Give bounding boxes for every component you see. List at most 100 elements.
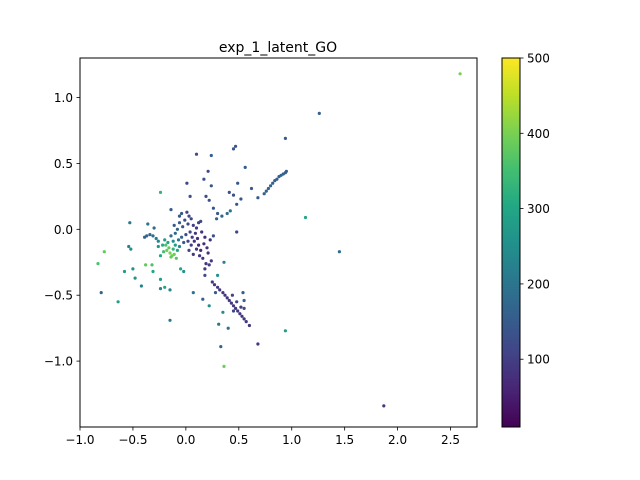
data-point xyxy=(148,233,152,237)
data-point xyxy=(231,304,236,308)
data-point xyxy=(225,296,229,300)
data-point xyxy=(152,226,156,230)
data-point xyxy=(187,248,191,252)
data-point xyxy=(239,197,243,201)
data-point xyxy=(191,223,195,227)
data-point xyxy=(206,169,210,173)
x-tick-label: −0.5 xyxy=(118,433,147,447)
data-point xyxy=(128,221,132,225)
data-point xyxy=(189,217,193,221)
x-axis: −1.0 −0.5 0.0 0.5 1.0 1.5 2.0 2.5 xyxy=(65,427,460,447)
data-point xyxy=(175,248,179,252)
data-point xyxy=(129,247,133,251)
data-point xyxy=(222,260,226,264)
chart-title: exp_1_latent_GO xyxy=(219,40,337,56)
data-point xyxy=(169,234,173,238)
data-point xyxy=(187,214,191,218)
data-point xyxy=(177,214,182,218)
data-point xyxy=(256,196,260,200)
data-point xyxy=(241,291,245,295)
data-point xyxy=(226,326,230,330)
data-point xyxy=(221,310,225,314)
data-point xyxy=(228,209,232,213)
data-point xyxy=(172,223,176,227)
data-point xyxy=(236,181,240,185)
data-point xyxy=(283,136,287,140)
data-point xyxy=(235,202,239,206)
data-point xyxy=(231,193,236,197)
data-point xyxy=(242,306,246,310)
data-point xyxy=(151,234,155,238)
data-point xyxy=(161,243,165,247)
data-point xyxy=(186,239,190,243)
data-point xyxy=(242,317,246,321)
data-point xyxy=(205,246,209,250)
data-point xyxy=(216,285,220,289)
scatter-points xyxy=(96,72,462,408)
data-point xyxy=(264,189,268,193)
data-point xyxy=(175,227,179,231)
data-point xyxy=(190,235,194,239)
data-point xyxy=(234,306,238,310)
x-tick-label: 1.5 xyxy=(335,433,354,447)
data-point xyxy=(193,231,197,235)
data-point xyxy=(166,240,170,245)
data-point xyxy=(244,320,248,324)
data-point xyxy=(235,300,239,304)
data-point xyxy=(458,72,462,76)
data-point xyxy=(185,210,189,214)
data-point xyxy=(202,177,206,181)
data-point xyxy=(213,291,218,295)
data-point xyxy=(131,267,135,271)
data-point xyxy=(172,252,176,256)
data-point xyxy=(203,267,207,271)
data-point xyxy=(382,404,386,408)
data-point xyxy=(173,231,177,235)
data-point xyxy=(204,194,208,198)
data-point xyxy=(239,305,243,309)
data-point xyxy=(222,364,226,368)
data-point xyxy=(203,273,207,277)
data-point xyxy=(146,222,150,226)
data-point xyxy=(215,217,219,221)
data-point xyxy=(195,236,200,241)
plot-area-frame xyxy=(79,57,478,428)
data-point xyxy=(133,276,137,280)
data-point xyxy=(223,293,227,297)
colorbar-tick-label: 400 xyxy=(527,127,550,141)
data-point xyxy=(171,247,175,251)
colorbar-tick-label: 200 xyxy=(527,277,550,291)
data-point xyxy=(208,238,212,242)
data-point xyxy=(203,235,207,239)
data-point xyxy=(202,242,206,246)
data-point xyxy=(200,230,204,234)
x-tick-label: 1.0 xyxy=(282,433,301,447)
y-tick-label: 0.5 xyxy=(54,157,73,171)
data-point xyxy=(154,236,158,241)
data-point xyxy=(269,184,273,188)
data-point xyxy=(158,190,163,194)
data-point xyxy=(179,267,183,271)
data-point xyxy=(165,248,169,252)
data-point xyxy=(207,263,211,267)
data-point xyxy=(182,269,186,274)
data-point xyxy=(211,234,215,238)
data-point xyxy=(188,194,192,198)
data-point xyxy=(197,243,201,247)
data-point xyxy=(211,206,215,210)
data-point xyxy=(247,323,251,328)
data-point xyxy=(174,256,178,260)
data-point xyxy=(242,298,246,303)
data-point xyxy=(218,288,222,292)
data-point xyxy=(204,262,208,266)
data-point xyxy=(234,144,238,148)
data-point xyxy=(220,214,224,218)
data-point xyxy=(256,342,260,346)
data-point xyxy=(177,221,182,225)
data-point xyxy=(185,181,189,185)
data-point xyxy=(221,291,225,295)
data-point xyxy=(181,225,185,229)
data-point xyxy=(197,221,201,225)
data-point xyxy=(163,238,167,242)
